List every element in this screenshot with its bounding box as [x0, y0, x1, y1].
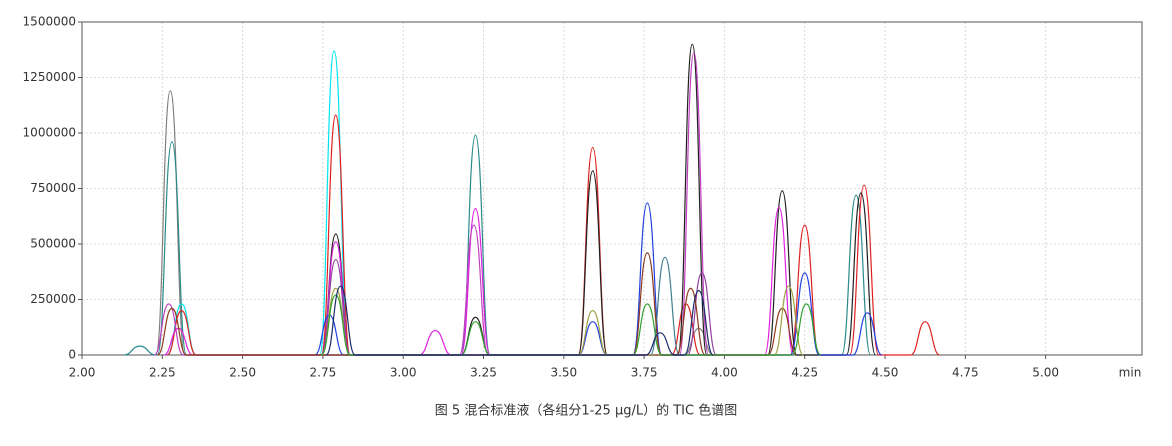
x-tick-label: 2.00: [69, 366, 96, 380]
y-tick-label: 1000000: [23, 126, 76, 140]
y-tick-label: 500000: [30, 237, 76, 251]
x-tick-label: 4.00: [711, 366, 738, 380]
x-tick-label: 3.75: [631, 366, 658, 380]
x-tick-label: 2.50: [229, 366, 256, 380]
x-tick-label: 4.25: [791, 366, 818, 380]
trace: [153, 52, 709, 356]
trace: [325, 285, 714, 356]
x-axis-label: min: [1119, 366, 1142, 380]
trace: [166, 114, 940, 356]
x-tick-label: 3.25: [470, 366, 497, 380]
x-tick-label: 5.00: [1032, 366, 1059, 380]
x-tick-label: 2.75: [310, 366, 337, 380]
x-tick-label: 3.50: [550, 366, 577, 380]
trace: [155, 90, 714, 356]
x-tick-label: 4.50: [872, 366, 899, 380]
trace: [320, 294, 822, 356]
trace: [123, 134, 872, 356]
y-tick-label: 750000: [30, 181, 76, 195]
x-tick-label: 2.25: [149, 366, 176, 380]
caption: 图 5 混合标准液（各组分1-25 μg/L）的 TIC 色谱图: [435, 403, 737, 419]
x-tick-label: 3.00: [390, 366, 417, 380]
y-tick-label: 0: [68, 348, 76, 362]
y-tick-label: 1500000: [23, 15, 76, 29]
trace: [166, 50, 350, 356]
y-tick-label: 1250000: [23, 70, 76, 84]
y-tick-label: 250000: [30, 292, 76, 306]
trace: [320, 285, 804, 356]
x-tick-label: 4.75: [952, 366, 979, 380]
